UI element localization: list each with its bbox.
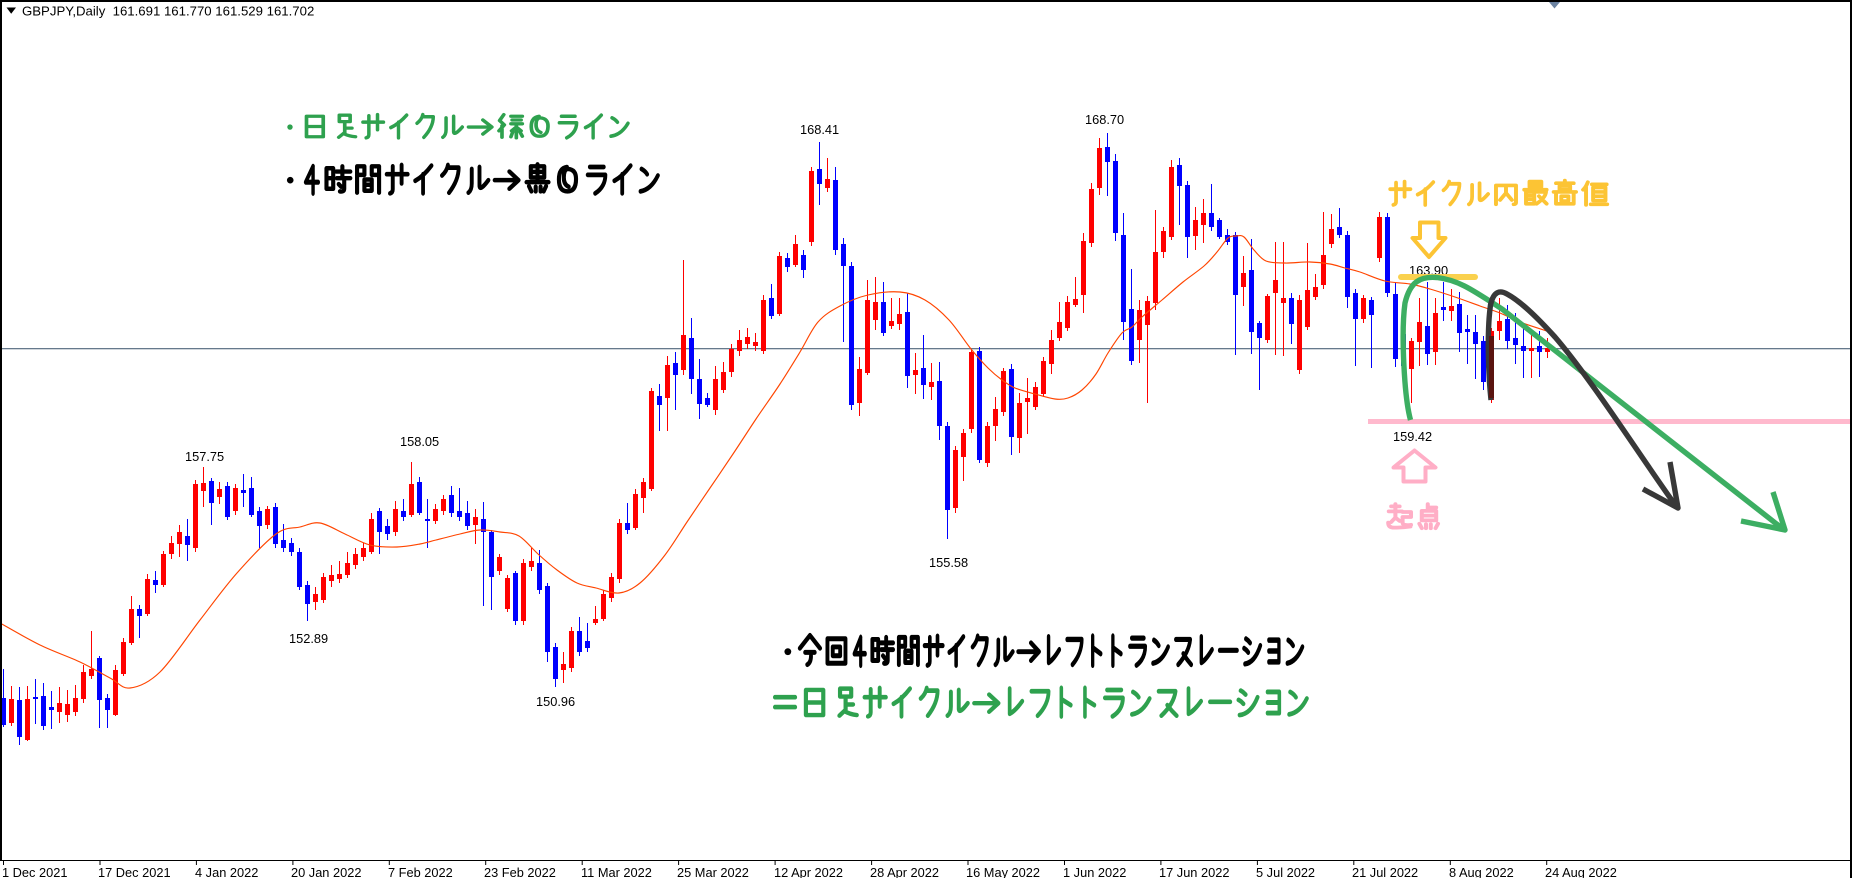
svg-text:155.58: 155.58 [929,555,968,570]
svg-text:11 Mar 2022: 11 Mar 2022 [581,865,652,878]
svg-text:1 Dec 2021: 1 Dec 2021 [2,865,67,878]
svg-text:GBPJPY,Daily 161.691 161.770: GBPJPY,Daily 161.691 161.770 161.529 161… [22,4,314,19]
svg-text:8 Aug 2022: 8 Aug 2022 [1449,865,1514,878]
svg-text:20 Jan 2022: 20 Jan 2022 [291,865,361,878]
svg-text:16 May 2022: 16 May 2022 [966,865,1040,878]
svg-text:4 Jan 2022: 4 Jan 2022 [195,865,258,878]
svg-text:168.70: 168.70 [1085,112,1124,127]
svg-text:150.96: 150.96 [536,694,575,709]
svg-text:21 Jul 2022: 21 Jul 2022 [1352,865,1418,878]
svg-text:17 Jun 2022: 17 Jun 2022 [1159,865,1229,878]
svg-text:159.42: 159.42 [1393,429,1432,444]
svg-text:152.89: 152.89 [289,631,328,646]
svg-text:24 Aug 2022: 24 Aug 2022 [1545,865,1617,878]
svg-text:1 Jun 2022: 1 Jun 2022 [1063,865,1126,878]
svg-text:158.05: 158.05 [400,434,439,449]
svg-text:7 Feb 2022: 7 Feb 2022 [388,865,453,878]
svg-text:23 Feb 2022: 23 Feb 2022 [484,865,556,878]
svg-text:157.75: 157.75 [185,449,224,464]
svg-text:5 Jul 2022: 5 Jul 2022 [1256,865,1315,878]
svg-text:28 Apr 2022: 28 Apr 2022 [870,865,939,878]
svg-text:25 Mar 2022: 25 Mar 2022 [677,865,749,878]
svg-text:17 Dec 2021: 17 Dec 2021 [98,865,171,878]
svg-text:168.41: 168.41 [800,122,839,137]
svg-text:12 Apr 2022: 12 Apr 2022 [774,865,843,878]
